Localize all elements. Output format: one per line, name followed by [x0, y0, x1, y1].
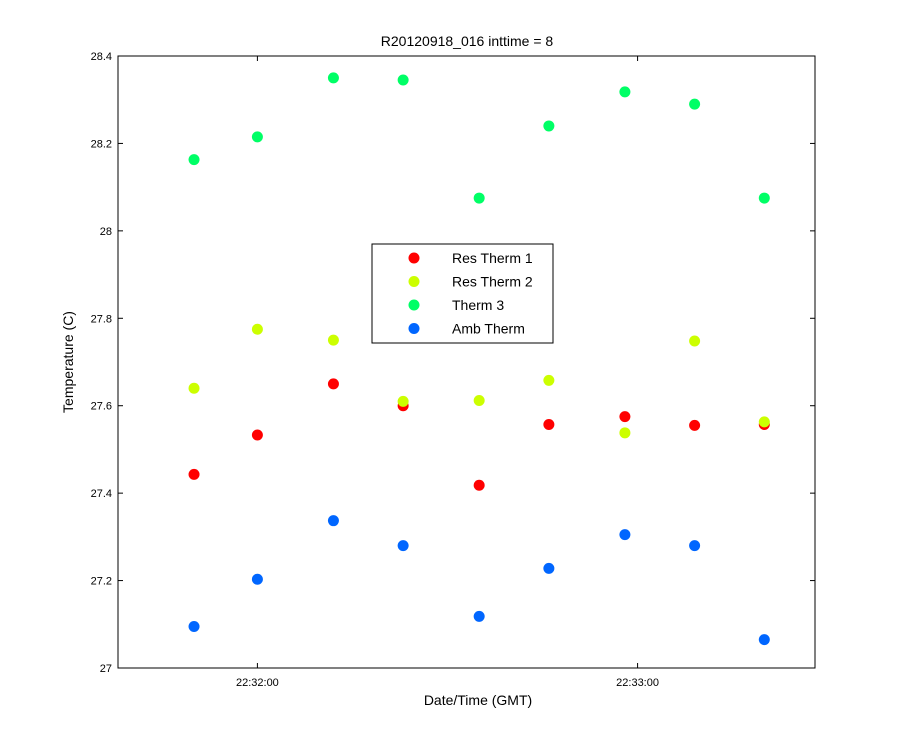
data-point [543, 120, 555, 132]
data-point [543, 562, 555, 574]
data-point [327, 334, 339, 346]
data-point [619, 427, 631, 439]
y-tick-label: 27.6 [91, 401, 112, 413]
data-point [397, 395, 409, 407]
y-tick-label: 28.4 [91, 51, 112, 63]
data-point [619, 86, 631, 98]
legend: Res Therm 1 Res Therm 2 Therm 3 Amb Therm [371, 243, 554, 344]
legend-label: Res Therm 2 [452, 274, 533, 290]
data-point [758, 416, 770, 428]
legend-label: Res Therm 1 [452, 250, 533, 266]
y-tick-label: 28 [100, 226, 112, 238]
legend-label: Therm 3 [452, 297, 504, 313]
data-point [543, 419, 555, 431]
data-point [758, 192, 770, 204]
data-point [689, 540, 701, 552]
data-point [397, 74, 409, 86]
y-tick-label: 27.4 [91, 488, 112, 500]
data-point [473, 192, 485, 204]
data-point [327, 72, 339, 84]
data-point [543, 374, 555, 386]
data-point [619, 529, 631, 541]
x-tick-label: 22:32:00 [236, 677, 279, 689]
y-tick-label: 28.2 [91, 138, 112, 150]
y-tick-label: 27.8 [91, 313, 112, 325]
axes-frame [117, 55, 816, 669]
chart-title: R20120918_016 inttime = 8 [381, 33, 554, 49]
series-amb-therm [188, 515, 770, 646]
y-tick-label: 27.2 [91, 576, 112, 588]
data-point [188, 468, 200, 480]
data-point [188, 154, 200, 166]
data-point [251, 131, 263, 143]
data-point [251, 429, 263, 441]
data-point [397, 540, 409, 552]
legend-marker [408, 252, 420, 264]
x-axis-label: Date/Time (GMT) [424, 692, 532, 708]
y-tick-label: 27 [100, 663, 112, 675]
data-point [689, 419, 701, 431]
legend-marker [408, 276, 420, 287]
data-point [188, 620, 200, 632]
data-point [473, 610, 485, 622]
series-res-therm-2 [188, 323, 770, 439]
legend-label: Amb Therm [452, 321, 525, 337]
data-point [251, 323, 263, 335]
legend-marker [408, 299, 420, 311]
data-point [689, 335, 701, 347]
data-point [619, 411, 631, 423]
y-axis-label: Temperature (C) [60, 311, 76, 413]
x-tick-label: 22:33:00 [616, 677, 659, 689]
data-point [327, 515, 339, 527]
legend-marker [408, 323, 420, 334]
data-point [473, 479, 485, 491]
data-point [473, 394, 485, 406]
data-point [188, 382, 200, 394]
data-point [251, 573, 263, 585]
x-axis: 22:32:00 22:33:00 [236, 56, 659, 689]
data-markers [188, 72, 770, 646]
data-point [758, 634, 770, 646]
legend-box [371, 243, 554, 344]
data-point [689, 98, 701, 110]
data-point [327, 378, 339, 390]
series-therm-3 [188, 72, 770, 204]
y-axis: 27 27.2 27.4 27.6 27.8 28 28.2 28.4 [91, 51, 815, 675]
